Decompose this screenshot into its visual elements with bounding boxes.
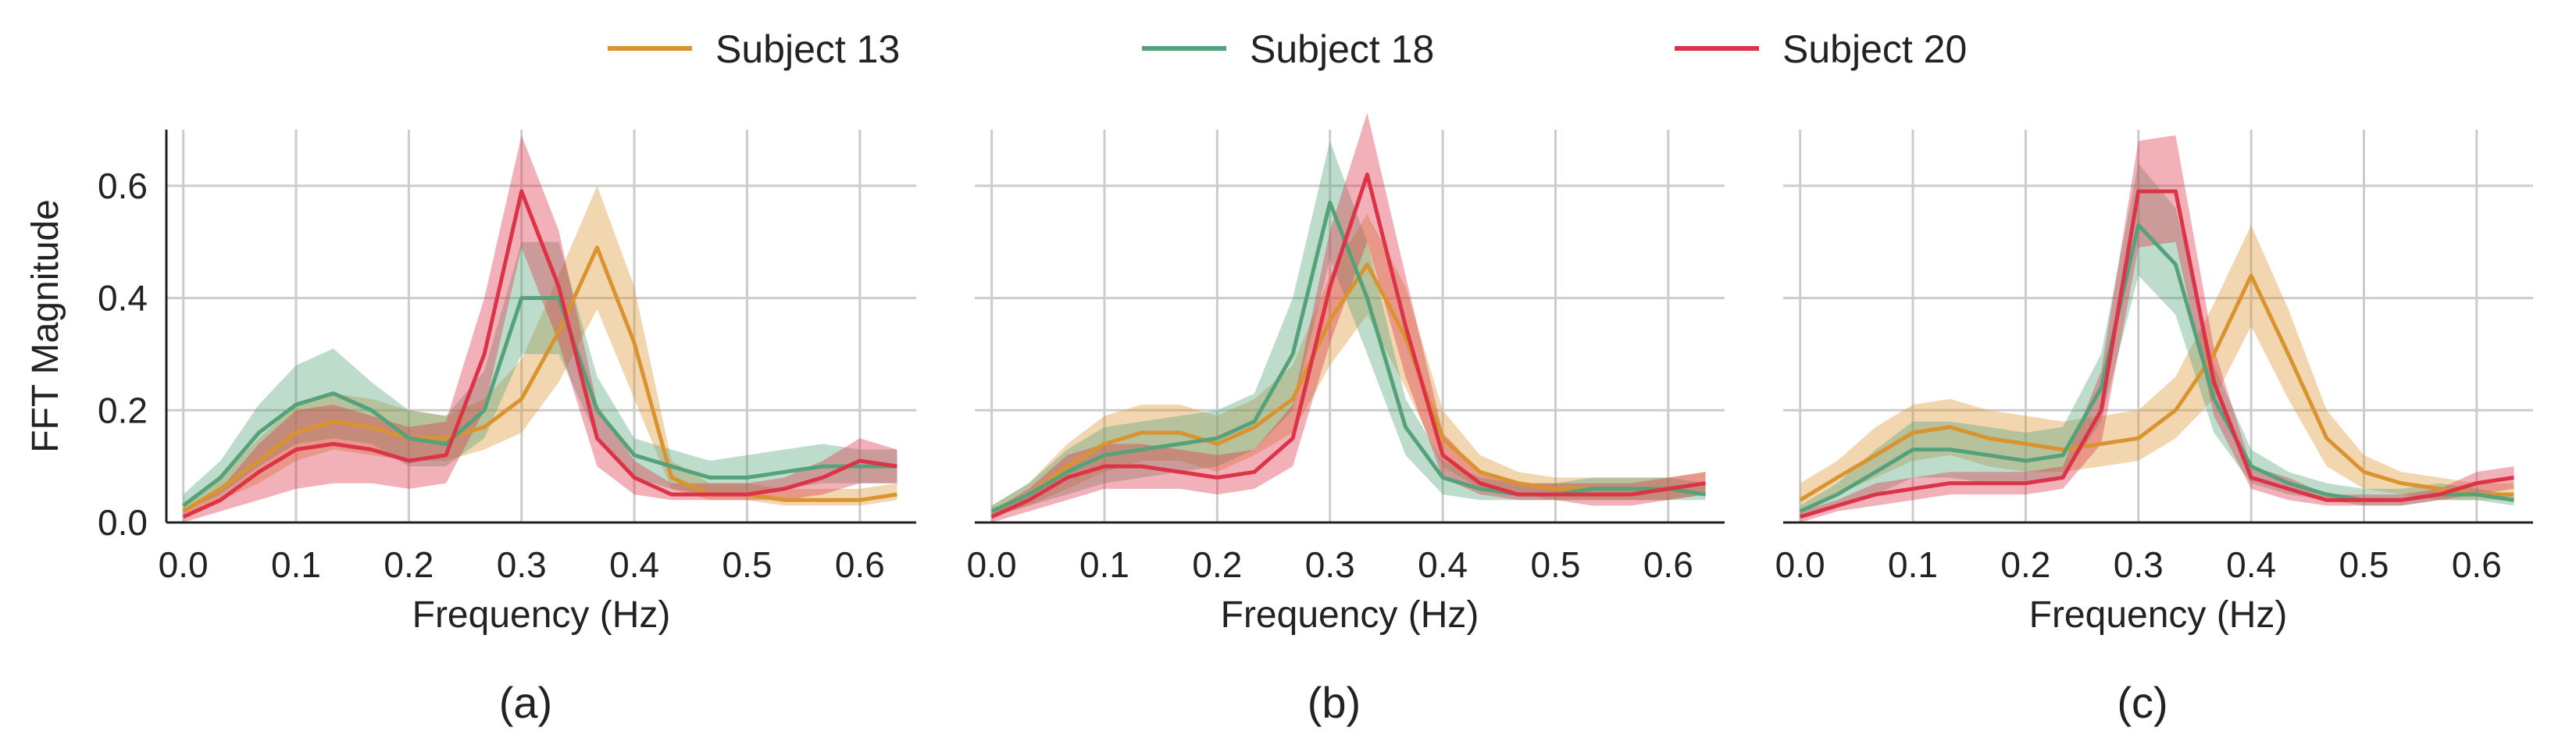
- x-tick-label: 0.6: [2452, 544, 2502, 585]
- x-tick-label: 0.5: [722, 544, 772, 585]
- legend-entry-subject-20: Subject 20: [1675, 27, 1967, 71]
- panel-b: 0.0 0.1 0.2 0.3 0.4 0.5 0.6 Frequency (Hz) (b): [967, 112, 1725, 727]
- confidence-band-subject-13: [991, 213, 1706, 517]
- x-tick-label: 0.5: [1530, 544, 1580, 585]
- y-axis-label: FFT Magnitude: [25, 199, 66, 453]
- legend-label-subject-13: Subject 13: [715, 27, 900, 71]
- x-tick-label: 0.2: [1192, 544, 1242, 585]
- series-line-subject-13: [182, 245, 897, 513]
- x-tick-label: 0.0: [967, 544, 1017, 585]
- x-tick-label: 0.4: [1418, 544, 1468, 585]
- x-tick-label: 0.3: [2114, 544, 2164, 585]
- series-line-subject-20: [990, 173, 1706, 519]
- confidence-band-subject-13: [183, 185, 897, 517]
- x-tick-label: 0.3: [497, 544, 547, 585]
- x-tick-label: 0.4: [609, 544, 659, 585]
- legend: Subject 13 Subject 18 Subject 20: [608, 27, 1967, 71]
- x-tick-label: 0.0: [1775, 544, 1825, 585]
- confidence-band-subject-18: [1800, 163, 2514, 517]
- confidence-band-subject-18: [183, 241, 897, 512]
- legend-entry-subject-18: Subject 18: [1142, 27, 1434, 71]
- legend-entry-subject-13: Subject 13: [608, 27, 900, 71]
- legend-label-subject-18: Subject 18: [1250, 27, 1434, 71]
- y-tick-label: 0.0: [98, 502, 148, 543]
- y-tick-label: 0.6: [98, 166, 148, 206]
- confidence-band-subject-13: [1800, 225, 2514, 512]
- x-tick-label: 0.5: [2339, 544, 2389, 585]
- x-tick-label: 0.1: [1888, 544, 1938, 585]
- panel-a: 0.0 0.1 0.2 0.3 0.4 0.5 0.6 0.0 0.2 0.4 0.6 FFT Mag…: [25, 130, 916, 727]
- panel-label: (a): [499, 678, 552, 727]
- series-line-subject-18: [990, 200, 1706, 513]
- series-line-subject-20: [1799, 189, 2514, 519]
- x-axis-label: Frequency (Hz): [1221, 594, 1479, 636]
- confidence-band-subject-18: [991, 141, 1706, 517]
- x-tick-label: 0.2: [384, 544, 433, 585]
- x-tick-label: 0.1: [271, 544, 321, 585]
- x-tick-label: 0.6: [1643, 544, 1693, 585]
- panel-label: (c): [2117, 678, 2167, 727]
- x-axis-label: Frequency (Hz): [2029, 594, 2288, 636]
- x-tick-label: 0.4: [2226, 544, 2276, 585]
- confidence-band-subject-20: [1800, 135, 2514, 522]
- panel-label: (b): [1308, 678, 1361, 727]
- series-line-subject-18: [182, 296, 897, 508]
- x-tick-label: 0.6: [835, 544, 885, 585]
- x-tick-label: 0.3: [1305, 544, 1355, 585]
- panel-c: 0.0 0.1 0.2 0.3 0.4 0.5 0.6 Frequency (Hz) (c): [1775, 130, 2533, 727]
- y-tick-label: 0.4: [98, 278, 148, 319]
- series-line-subject-20: [182, 189, 897, 519]
- x-tick-label: 0.2: [2000, 544, 2050, 585]
- x-tick-label: 0.0: [159, 544, 209, 585]
- y-tick-label: 0.2: [98, 390, 148, 430]
- x-tick-label: 0.1: [1079, 544, 1129, 585]
- x-axis-label: Frequency (Hz): [412, 594, 671, 636]
- series-line-subject-13: [1799, 273, 2514, 502]
- legend-label-subject-20: Subject 20: [1782, 27, 1967, 71]
